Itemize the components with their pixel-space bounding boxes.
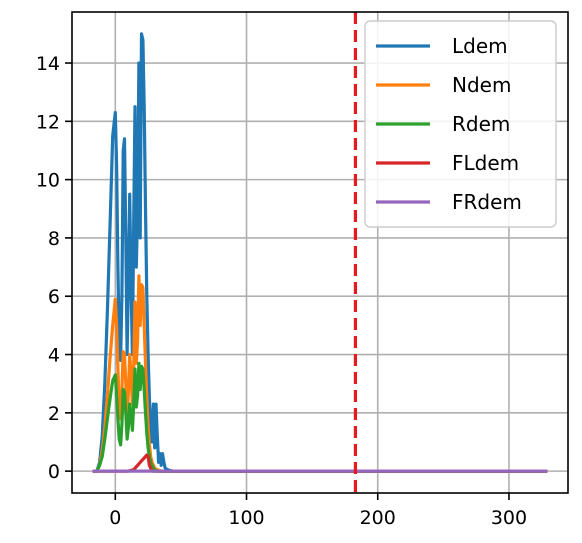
- legend-box: [364, 20, 557, 228]
- axis-ticks: 0 100 200 300 0 2 4 6 8 10 12 14: [36, 53, 527, 529]
- y-tick-label: 8: [48, 228, 60, 250]
- x-tick-label: 300: [491, 507, 527, 529]
- legend-label: Ldem: [452, 34, 508, 58]
- legend-label: Rdem: [452, 112, 510, 136]
- y-tick-label: 10: [36, 170, 60, 192]
- y-tick-label: 12: [36, 111, 60, 133]
- legend-label: FLdem: [452, 151, 519, 175]
- legend: Ldem Ndem Rdem FLdem FRdem: [364, 20, 557, 228]
- y-tick-label: 4: [48, 345, 60, 367]
- axes-frame: [71, 11, 569, 494]
- y-tick-label: 14: [36, 53, 60, 75]
- y-tick-label: 0: [48, 461, 60, 483]
- plot-area: [92, 32, 548, 473]
- x-tick-label: 0: [109, 507, 121, 529]
- y-tick-label: 2: [48, 403, 60, 425]
- legend-label: Ndem: [452, 73, 511, 97]
- y-tick-label: 6: [48, 286, 60, 308]
- x-tick-label: 100: [228, 507, 264, 529]
- legend-label: FRdem: [452, 190, 522, 214]
- x-tick-label: 200: [360, 507, 396, 529]
